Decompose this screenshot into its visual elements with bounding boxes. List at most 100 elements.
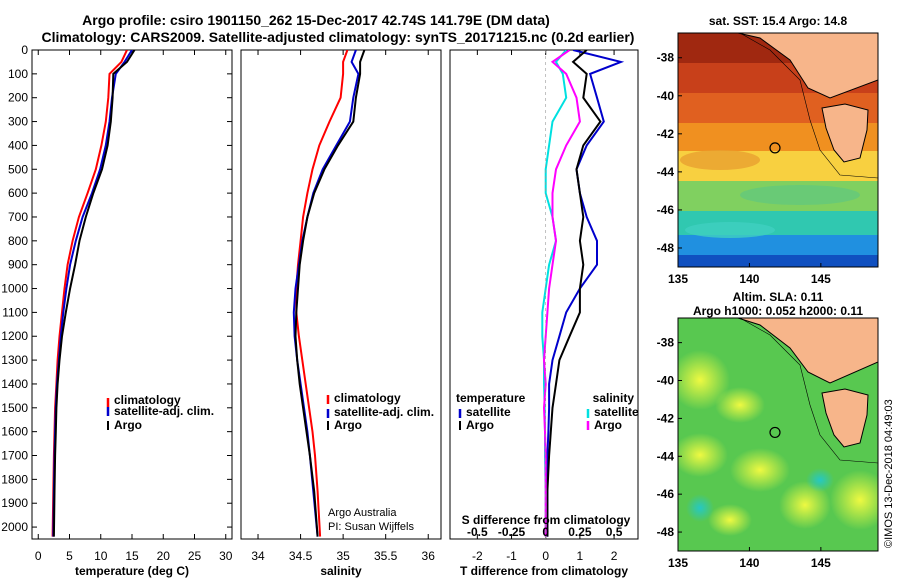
depth-tick-label: 1700 [1, 449, 28, 463]
x-tick-label: 30 [219, 549, 233, 563]
difference-panel: -2 -1 0 1 2 T difference from climatology S … [449, 49, 639, 578]
legend-t-argo-label: Argo [466, 418, 494, 432]
depth-tick-label: 1400 [1, 377, 28, 391]
lon-tick-label: 135 [668, 272, 688, 286]
lat-tick-label: -46 [657, 203, 675, 217]
x-tick-label: 10 [94, 549, 108, 563]
sla-map-lon-ticks: 135 140 145 [668, 547, 831, 570]
x-tick-label: 15 [125, 549, 139, 563]
sla-map-title: Altim. SLA: 0.11 [733, 290, 824, 304]
series-line-t-argo [546, 50, 602, 537]
sla-map-subtitle: Argo h1000: 0.052 h2000: 0.11 [693, 304, 863, 318]
depth-tick-label: 1800 [1, 472, 28, 486]
sst-map-image [678, 33, 878, 267]
lon-tick-label: 145 [811, 272, 831, 286]
s-difference-xlabel: S difference from climatology [462, 513, 631, 527]
lat-tick-label: -46 [657, 487, 675, 501]
depth-tick-label: 400 [8, 138, 28, 152]
x-tick-label: -1 [506, 549, 517, 563]
legend-salinity-title: salinity [593, 391, 635, 405]
legend-satellite-label: satellite-adj. clim. [114, 404, 214, 418]
s-diff-tick-label: 0.25 [568, 525, 592, 539]
legend-t-satellite-label: satellite [466, 405, 511, 419]
depth-tick-label: 800 [8, 234, 28, 248]
lat-tick-label: -40 [657, 374, 675, 388]
sst-map-lat-ticks: -38 -40 -42 -44 -46 -48 [657, 51, 682, 255]
legend-temperature-title: temperature [456, 391, 526, 405]
s-difference-x-ticks: -0.5 -0.25 0 0.25 0.5 [467, 525, 623, 539]
sst-map-frame [677, 32, 879, 268]
lat-tick-label: -48 [657, 241, 675, 255]
depth-tick-label: 1900 [1, 496, 28, 510]
lon-tick-label: 135 [668, 556, 688, 570]
depth-tick-label: 500 [8, 162, 28, 176]
series-line-s-argo [542, 50, 581, 537]
lat-tick-label: -40 [657, 89, 675, 103]
legend-climatology-label: climatology [334, 391, 401, 405]
credit-argo-australia: Argo Australia [328, 507, 397, 519]
legend-argo-label: Argo [334, 418, 362, 432]
sst-map-lon-ticks: 135 140 145 [668, 263, 831, 286]
lat-tick-label: -42 [657, 411, 675, 425]
x-tick-label: -2 [472, 549, 483, 563]
x-tick-label: 25 [188, 549, 202, 563]
x-tick-label: 35 [336, 549, 350, 563]
s-diff-tick-label: 0.5 [606, 525, 623, 539]
x-tick-label: 1 [577, 549, 584, 563]
depth-tick-label: 1500 [1, 401, 28, 415]
depth-tick-label: 1200 [1, 329, 28, 343]
lon-tick-label: 140 [739, 272, 759, 286]
t-difference-xlabel: T difference from climatology [460, 564, 628, 578]
argo-position-marker [769, 142, 781, 154]
imos-credit: ©IMOS 13-Dec-2018 04:49:03 [883, 399, 895, 548]
x-tick-label: 36 [422, 549, 436, 563]
series-line-argo [294, 50, 366, 537]
temperature-legend: climatology satellite-adj. clim. Argo [106, 393, 214, 432]
sla-map-panel: Altim. SLA: 0.11 Argo h1000: 0.052 h2000… [657, 290, 879, 570]
argo-position-marker [769, 426, 781, 439]
sst-map-title: sat. SST: 15.4 Argo: 14.8 [709, 14, 848, 28]
salinity-panel: 34 34.5 35 35.5 36 salinity climatology sate… [240, 49, 442, 578]
sla-map-image [678, 318, 878, 551]
temperature-axes-frame [31, 49, 233, 540]
lat-tick-label: -42 [657, 127, 675, 141]
depth-tick-label: 600 [8, 186, 28, 200]
series-line-t-satellite [546, 50, 625, 537]
t-difference-x-ticks: -2 -1 0 1 2 [472, 50, 618, 563]
temperature-series [51, 50, 136, 537]
credit-pi-name: PI: Susan Wijffels [328, 521, 414, 533]
lat-tick-label: -44 [657, 165, 675, 179]
lat-tick-label: -38 [657, 51, 675, 65]
lat-tick-label: -44 [657, 449, 675, 463]
sla-map-lat-ticks: -38 -40 -42 -44 -46 -48 [657, 336, 682, 539]
x-tick-label: 20 [157, 549, 171, 563]
temperature-x-ticks: 0 5 10 15 20 25 30 [35, 50, 233, 563]
s-diff-tick-label: -0.25 [498, 525, 526, 539]
x-tick-label: 5 [66, 549, 73, 563]
depth-tick-label: 700 [8, 210, 28, 224]
series-line-argo [52, 50, 136, 537]
x-tick-label: 34.5 [289, 549, 313, 563]
depth-tick-label: 900 [8, 258, 28, 272]
depth-tick-label: 200 [8, 91, 28, 105]
x-tick-label: 0 [35, 549, 42, 563]
lat-tick-label: -48 [657, 525, 675, 539]
legend-s-satellite-label: satellite [594, 405, 639, 419]
depth-tick-label: 1000 [1, 282, 28, 296]
difference-series [541, 50, 625, 539]
depth-tick-label: 1100 [2, 305, 28, 319]
legend-s-argo-label: Argo [594, 418, 622, 432]
figure-title-line2: Climatology: CARS2009. Satellite-adjuste… [42, 29, 635, 45]
lat-tick-label: -38 [657, 336, 675, 350]
depth-tick-label: 100 [8, 67, 28, 81]
x-tick-label: 0 [542, 549, 549, 563]
sst-map-panel: sat. SST: 15.4 Argo: 14.8 135 140 145 -38-… [657, 14, 879, 286]
legend-argo-label: Argo [114, 418, 142, 432]
sla-map-frame [677, 317, 879, 552]
salinity-legend: climatology satellite-adj. clim. Argo [326, 391, 434, 432]
lon-tick-label: 140 [739, 556, 759, 570]
depth-tick-label: 2000 [1, 520, 28, 534]
legend-climatology-label: climatology [114, 393, 181, 407]
temperature-panel: 0100200300400500600700800900100011001200… [1, 43, 638, 578]
difference-legend: temperature satellite Argo salinity sate… [456, 391, 639, 432]
